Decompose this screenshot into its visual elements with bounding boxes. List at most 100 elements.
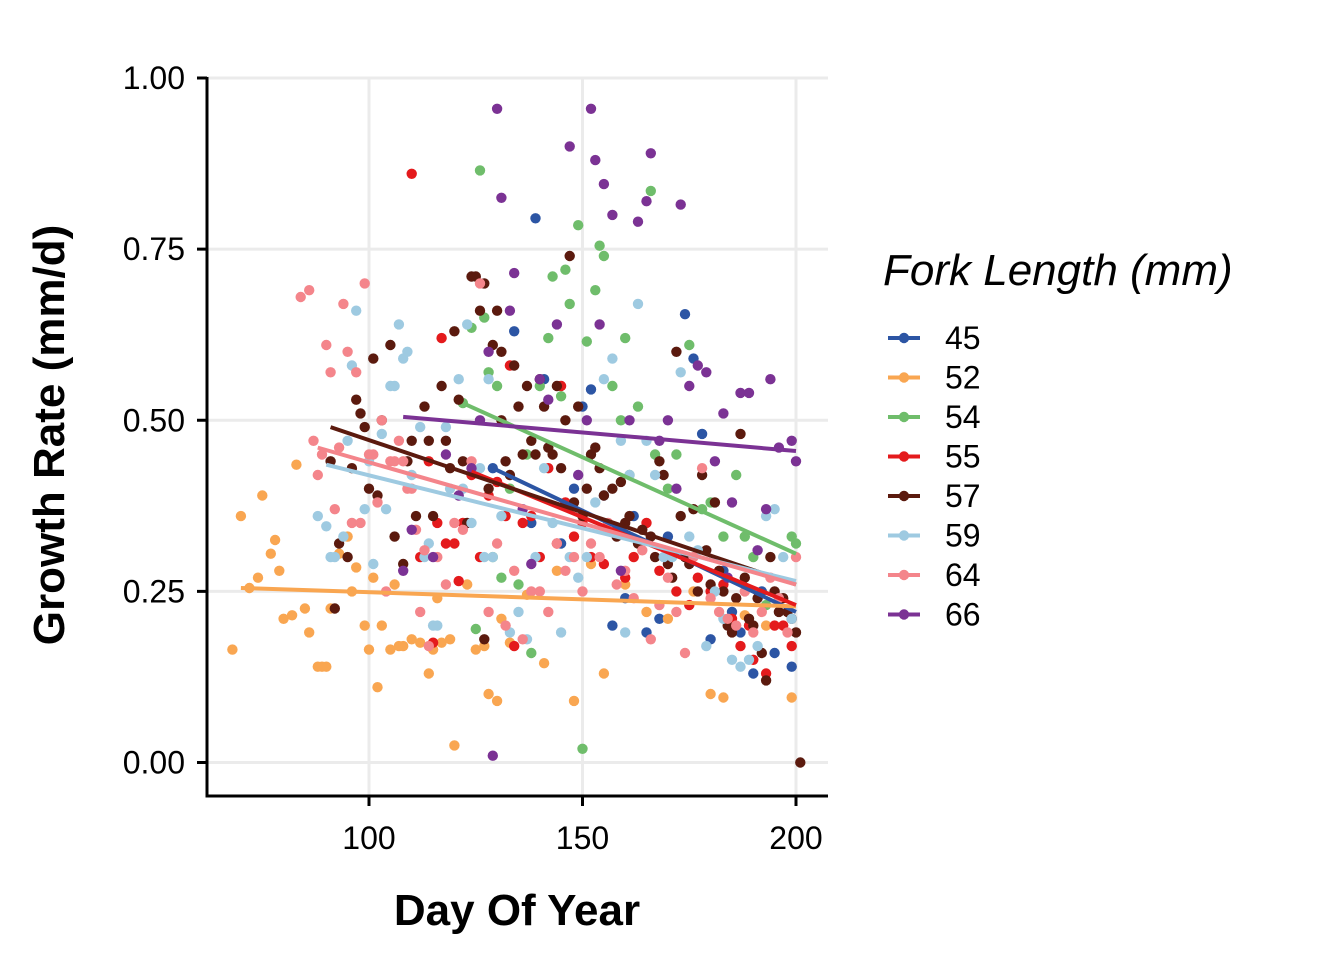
data-point [662,613,674,624]
data-point [440,579,452,590]
data-point [684,531,695,542]
data-point [329,504,340,515]
data-point [739,572,750,583]
data-point [735,428,746,440]
data-point [342,435,353,446]
data-point [496,192,507,203]
data-point [235,510,247,522]
data-point [342,346,353,357]
data-point [675,199,686,210]
data-point [474,165,486,176]
trend-line-52 [240,585,797,609]
data-point [351,305,362,316]
data-point [372,497,383,508]
data-point [436,380,447,392]
data-point [312,510,323,522]
data-point [299,603,311,614]
legend-key-point [898,372,910,383]
data-point [526,435,537,446]
trend-line-64 [317,445,797,587]
data-point [658,469,669,481]
data-point [585,384,597,395]
data-point [649,469,661,481]
data-point [316,449,328,460]
legend-key-point [898,609,910,620]
data-point [560,565,571,576]
data-point [594,240,605,251]
data-point [474,305,486,316]
data-point [560,415,571,426]
x-tick-label: 200 [769,820,822,856]
data-point [363,644,375,655]
legend-item-59: 59 [888,518,981,554]
data-point [692,360,703,371]
data-point [718,692,729,703]
data-point [551,380,563,392]
legend-item-45: 45 [888,320,981,356]
data-point [654,456,665,467]
data-point [709,456,721,467]
data-point [491,103,503,115]
data-point [406,168,417,179]
data-point [769,620,780,631]
data-point [376,415,387,426]
data-point [564,250,575,262]
data-point [368,558,379,570]
data-point [748,627,759,638]
legend-label: 66 [945,597,981,633]
data-point [304,627,315,638]
trend-lines [240,401,797,614]
data-point [436,332,447,344]
data-point [466,517,477,529]
data-point [291,459,302,470]
data-point [415,637,426,648]
legend-title: Fork Length (mm) [883,246,1233,295]
data-point [432,620,443,631]
data-point [509,326,520,337]
data-point [530,213,541,224]
data-point [453,374,464,385]
data-point [526,558,537,570]
data-points [227,103,806,768]
data-point [760,675,772,686]
data-point [726,654,738,665]
data-point [359,278,370,289]
data-point [496,346,507,357]
legend-label: 55 [945,439,981,475]
data-point [351,562,362,573]
data-point [731,620,742,631]
data-point [624,510,635,522]
data-point [449,517,460,529]
data-point [325,367,336,378]
data-point [649,551,661,563]
data-point [731,469,742,481]
legend-item-57: 57 [888,478,981,514]
data-point [739,531,750,542]
y-tick-label: 0.75 [123,231,185,267]
data-point [607,483,618,494]
data-point [581,551,592,563]
data-point [415,606,426,618]
data-point [278,613,289,624]
data-point [632,298,644,310]
data-point [398,565,409,576]
data-point [496,572,507,583]
data-point [769,504,780,515]
data-point [735,387,746,399]
data-point [671,483,682,494]
x-tick-label: 150 [556,820,609,856]
x-ticks: 100 150 200 [342,796,823,856]
data-point [321,521,332,532]
data-point [483,688,494,700]
data-point [355,517,366,529]
data-point [513,579,524,590]
data-point [654,613,665,624]
data-point [645,148,656,159]
data-point [329,551,340,563]
y-tick-label: 0.00 [123,745,185,781]
data-point [718,408,729,419]
data-point [598,374,610,385]
data-point [551,319,563,330]
